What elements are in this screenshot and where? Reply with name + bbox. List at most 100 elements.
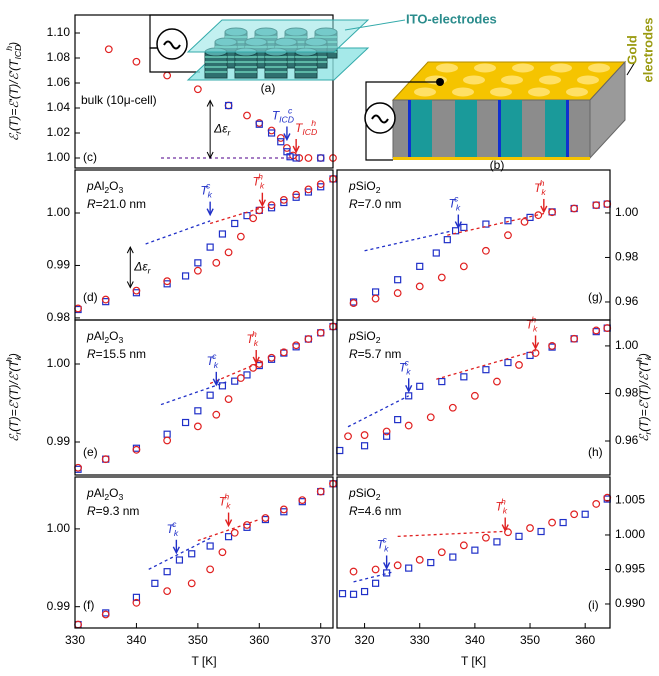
label-part: R <box>87 504 96 518</box>
label-part: k <box>384 544 389 554</box>
marker <box>163 277 172 286</box>
label: Δεr <box>133 259 151 275</box>
label: R=15.5 nm <box>87 347 146 361</box>
marker <box>218 548 227 557</box>
marker <box>132 286 141 295</box>
label-part: Al <box>94 179 105 193</box>
marker <box>371 294 380 303</box>
marker <box>548 208 556 217</box>
label-part: h <box>252 329 257 339</box>
arrow-head <box>501 524 509 533</box>
label: pAl2O3 <box>86 329 124 345</box>
marker <box>132 57 141 66</box>
label-part: ICD <box>13 45 23 60</box>
label-part: (T)=ℰ'(T)/ℰ'(T <box>637 359 651 432</box>
y-tick-label: 0.96 <box>615 433 639 447</box>
marker <box>231 219 239 228</box>
label-part: T <box>495 500 504 514</box>
arrow-head <box>126 245 134 289</box>
x-axis-label: T [K] <box>191 654 216 668</box>
marker <box>243 371 251 379</box>
marker <box>338 590 347 598</box>
plot-frame <box>336 319 611 476</box>
marker <box>163 280 171 288</box>
marker <box>292 154 300 162</box>
label-part: ICD <box>279 115 294 125</box>
label: R=4.6 nm <box>349 504 401 518</box>
marker <box>316 154 325 162</box>
label-part: h <box>4 46 14 51</box>
marker <box>394 416 402 424</box>
marker <box>416 262 424 270</box>
y-tick-label: 0.99 <box>47 258 71 272</box>
label-part: h <box>540 178 545 188</box>
label: Tkc <box>167 519 179 538</box>
label-part: 2 <box>104 335 109 345</box>
arrow-head <box>212 378 220 387</box>
pore <box>545 100 567 158</box>
label: TICDh <box>295 118 317 137</box>
label-part: h <box>258 172 263 182</box>
y-tick-label: 1.04 <box>47 100 71 114</box>
marker <box>132 593 141 601</box>
label-part: h <box>224 492 229 502</box>
y-tick-label: 0.98 <box>615 250 639 264</box>
y-tick-label: 1.00 <box>47 521 71 535</box>
label-part: k <box>208 190 213 200</box>
trend-line <box>148 537 211 570</box>
marker <box>317 183 325 191</box>
marker <box>360 442 369 450</box>
marker <box>581 510 589 518</box>
marker <box>415 282 424 291</box>
arrow-head <box>292 145 300 154</box>
label: pAl2O3 <box>86 486 124 502</box>
label-part: p <box>348 486 356 500</box>
label: Tkc <box>200 181 212 200</box>
pore-openings <box>414 63 610 97</box>
trend-line <box>364 230 453 252</box>
marker <box>427 558 435 567</box>
marker <box>526 524 534 532</box>
label-part: T <box>253 175 262 189</box>
marker <box>570 510 579 519</box>
label-part: R <box>87 197 96 211</box>
marker <box>132 445 141 454</box>
label-part: O <box>109 486 118 500</box>
y-tick-label: 0.99 <box>47 599 71 613</box>
marker <box>592 500 601 508</box>
label: Tkh <box>253 172 265 191</box>
label-part: r <box>148 266 152 276</box>
contact <box>436 78 444 86</box>
label: pAl2O3 <box>86 179 124 195</box>
marker <box>104 45 113 54</box>
marker <box>482 220 490 228</box>
arrow-head <box>540 205 548 214</box>
marker <box>382 427 391 436</box>
label-part: p <box>348 329 356 343</box>
marker <box>261 514 270 522</box>
marker <box>416 382 424 390</box>
marker <box>470 391 479 400</box>
marker <box>526 213 534 222</box>
label-part: k <box>643 355 653 360</box>
label: Tkh <box>495 497 507 516</box>
trend-line <box>447 212 547 236</box>
arrow-head <box>206 99 214 160</box>
marker <box>283 144 291 152</box>
label-part: c <box>382 535 387 545</box>
panel-label: (d) <box>83 290 98 304</box>
wire <box>149 47 200 73</box>
marker <box>404 421 413 430</box>
pointer <box>344 19 406 31</box>
marker <box>360 587 369 596</box>
label: Tkc <box>399 358 411 377</box>
marker <box>559 518 567 527</box>
ac-symbol <box>163 40 181 50</box>
label-part: c <box>172 519 177 529</box>
label-part: h <box>501 497 506 507</box>
x-tick-label: 330 <box>65 633 85 647</box>
panel-label: (e) <box>83 445 98 459</box>
panel-label: (h) <box>588 445 603 459</box>
marker <box>304 154 313 162</box>
